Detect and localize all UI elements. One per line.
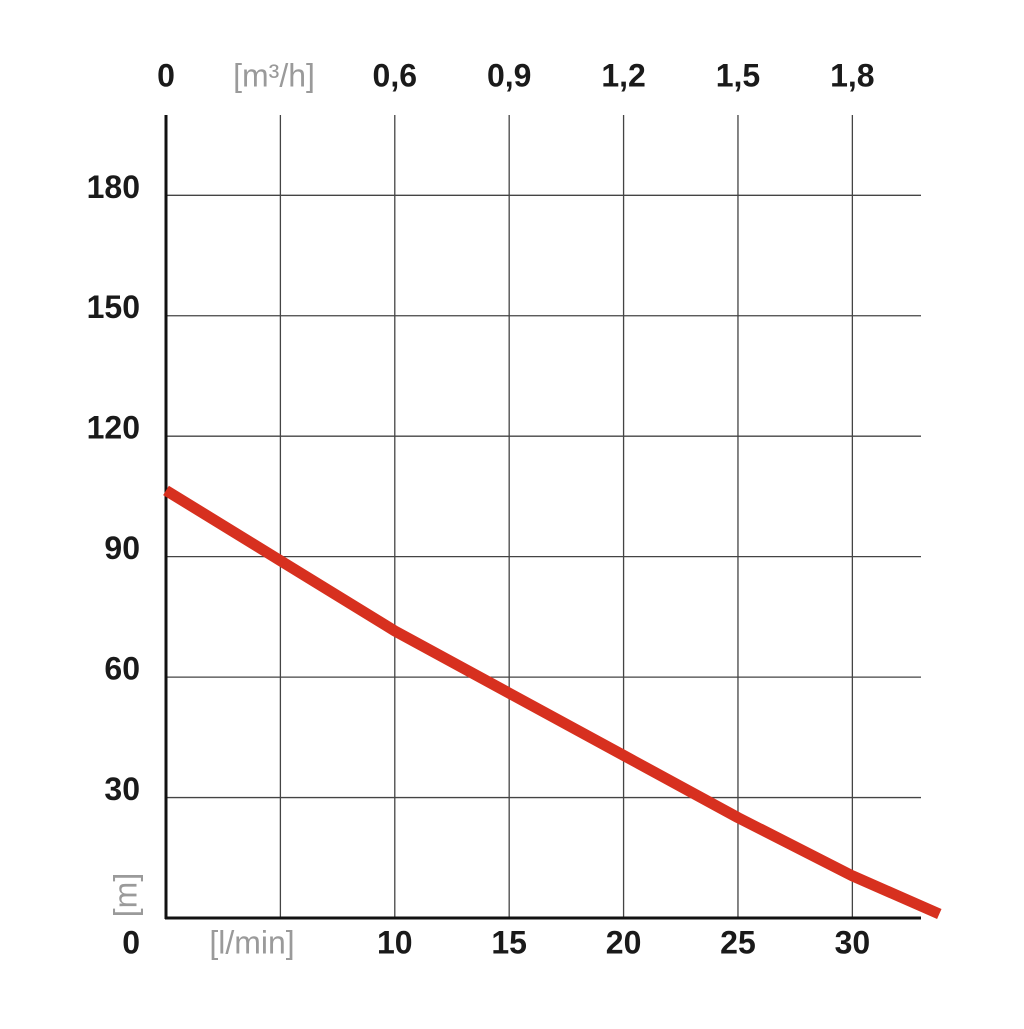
x-axis-label: [l/min] [209, 924, 294, 960]
x2-tick-label: 1,5 [716, 57, 760, 93]
y-tick-label: 90 [104, 530, 140, 566]
y-tick-label: 0 [122, 924, 140, 960]
curve [163, 485, 942, 920]
x-tick-label: 25 [720, 924, 756, 960]
y-tick-label: 120 [87, 410, 140, 446]
x-tick-label: 30 [835, 924, 871, 960]
x2-tick-label: 1,8 [830, 57, 874, 93]
x2-tick-label: 0,6 [373, 57, 417, 93]
y-axis-label: [m] [107, 873, 143, 917]
y-tick-label: 150 [87, 289, 140, 325]
y-tick-label: 30 [104, 771, 140, 807]
x-tick-label: 15 [491, 924, 527, 960]
x2-axis-label: [m³/h] [233, 57, 315, 93]
x2-tick-label: 1,2 [601, 57, 645, 93]
y-tick-label: 180 [87, 169, 140, 205]
x2-tick-label: 0 [157, 57, 175, 93]
y-tick-label: 60 [104, 651, 140, 687]
x-tick-label: 10 [377, 924, 413, 960]
x2-tick-label: 0,9 [487, 57, 531, 93]
x-tick-label: 20 [606, 924, 642, 960]
